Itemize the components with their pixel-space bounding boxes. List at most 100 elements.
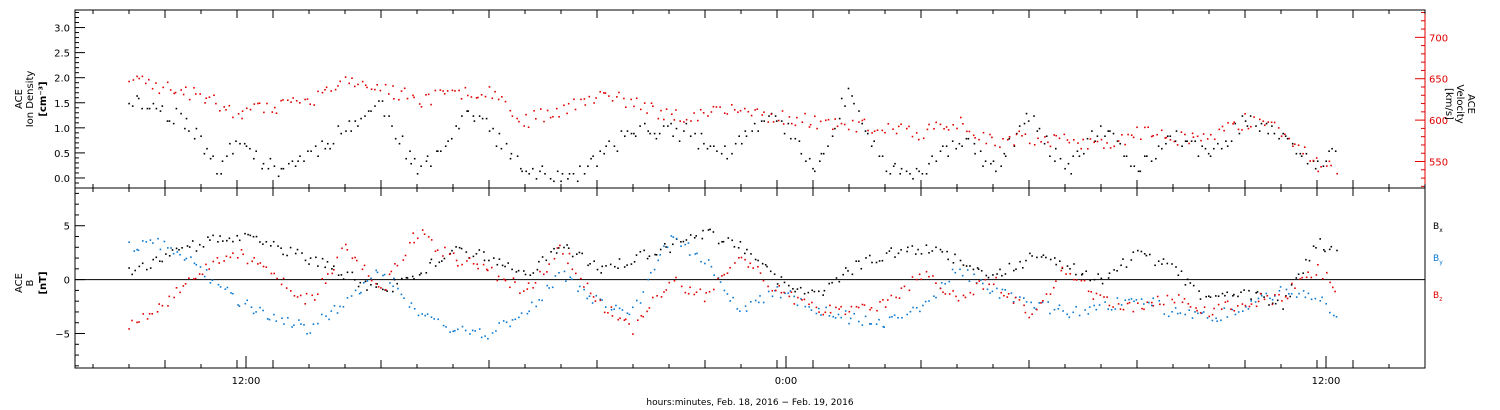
velocity-point <box>1288 137 1290 140</box>
ion-density-point <box>834 127 836 130</box>
by-point <box>1307 292 1310 295</box>
bx-point <box>472 255 475 258</box>
velocity-point <box>546 109 549 112</box>
ion-density-point <box>596 165 598 167</box>
bz-point <box>818 311 820 313</box>
bx-point <box>228 237 231 240</box>
velocity-point <box>188 98 191 101</box>
ion-density-point <box>317 155 319 157</box>
ion-density-point <box>995 170 997 173</box>
bz-point <box>556 247 559 249</box>
bx-point <box>807 291 810 294</box>
ion-density-point <box>945 145 948 147</box>
bx-point <box>501 264 504 267</box>
velocity-point <box>334 88 337 91</box>
bx-point <box>1081 273 1084 275</box>
velocity-point <box>480 94 483 96</box>
velocity-point <box>1037 137 1039 140</box>
bz-point <box>427 236 430 238</box>
velocity-point <box>1326 165 1328 167</box>
bx-point <box>614 265 616 268</box>
bx-point <box>1025 259 1027 262</box>
velocity-point <box>443 93 446 95</box>
bz-point <box>1042 300 1044 302</box>
ion-density-point <box>360 117 362 120</box>
ion-density-point <box>1018 125 1021 127</box>
velocity-point <box>364 84 367 86</box>
by-point <box>820 314 822 316</box>
by-point <box>991 290 994 293</box>
by-point <box>461 325 464 328</box>
ion-density-point <box>864 130 867 132</box>
top-right-axis-title: ACE Velocity [km/s] <box>1443 84 1476 123</box>
bx-point <box>259 241 261 243</box>
bx-point <box>737 247 740 249</box>
bx-point <box>1066 265 1069 267</box>
bz-point <box>201 273 204 276</box>
by-point <box>509 325 511 328</box>
ion-density-point <box>613 145 616 147</box>
velocity-point <box>406 97 409 100</box>
top-right-title-line-3: [km/s] <box>1443 88 1454 120</box>
velocity-point <box>1317 170 1319 173</box>
bz-point <box>900 287 903 289</box>
velocity-point <box>710 111 713 113</box>
velocity-point <box>525 113 527 116</box>
bz-point <box>607 312 609 314</box>
bx-point <box>766 265 768 268</box>
ion-density-point <box>1004 155 1007 157</box>
bz-point <box>527 282 530 284</box>
bz-point <box>242 253 244 256</box>
ion-density-point <box>1282 132 1284 135</box>
ion-density-point <box>332 142 335 145</box>
velocity-point <box>460 98 463 100</box>
bx-point <box>364 280 367 283</box>
bx-point <box>1184 284 1187 286</box>
ion-density-point <box>905 170 908 173</box>
ion-density-point <box>416 173 419 175</box>
velocity-point <box>1068 141 1071 144</box>
bottom-left-tick-label: 0 <box>64 276 70 287</box>
velocity-point <box>978 138 980 141</box>
by-point <box>478 328 481 330</box>
by-point <box>1319 300 1322 302</box>
velocity-point <box>241 117 243 120</box>
bz-point <box>1106 296 1108 298</box>
by-point <box>1329 311 1331 314</box>
by-point <box>605 306 607 308</box>
bz-point <box>361 268 364 271</box>
ion-density-point <box>633 132 635 135</box>
ion-density-point <box>1116 140 1119 142</box>
bx-point <box>1137 249 1139 252</box>
bz-point <box>752 267 754 269</box>
ion-density-point <box>461 115 463 117</box>
velocity-point <box>430 103 432 106</box>
bx-point <box>917 248 919 251</box>
velocity-point <box>292 97 294 99</box>
ion-density-point <box>626 130 629 132</box>
legend: Bx By Bz <box>1433 222 1443 303</box>
bz-point <box>259 262 262 264</box>
bx-point <box>875 261 878 264</box>
velocity-point <box>1196 135 1199 138</box>
bz-point <box>803 298 806 301</box>
by-point <box>828 315 831 317</box>
bz-point <box>726 272 729 274</box>
velocity-point <box>403 87 406 90</box>
ion-density-point <box>1049 155 1051 157</box>
bz-point <box>717 277 719 280</box>
by-point <box>209 282 212 284</box>
bz-point <box>1024 311 1027 314</box>
velocity-point <box>330 90 332 92</box>
ion-density-point <box>790 137 792 140</box>
velocity-point <box>1213 138 1216 141</box>
velocity-point <box>295 100 298 102</box>
bz-point <box>455 259 458 262</box>
bz-point <box>911 276 914 278</box>
bx-point <box>376 283 378 285</box>
ion-density-point <box>155 107 158 110</box>
bz-point <box>526 288 529 290</box>
ion-density-point <box>1174 140 1177 142</box>
ion-density-point <box>131 105 134 107</box>
